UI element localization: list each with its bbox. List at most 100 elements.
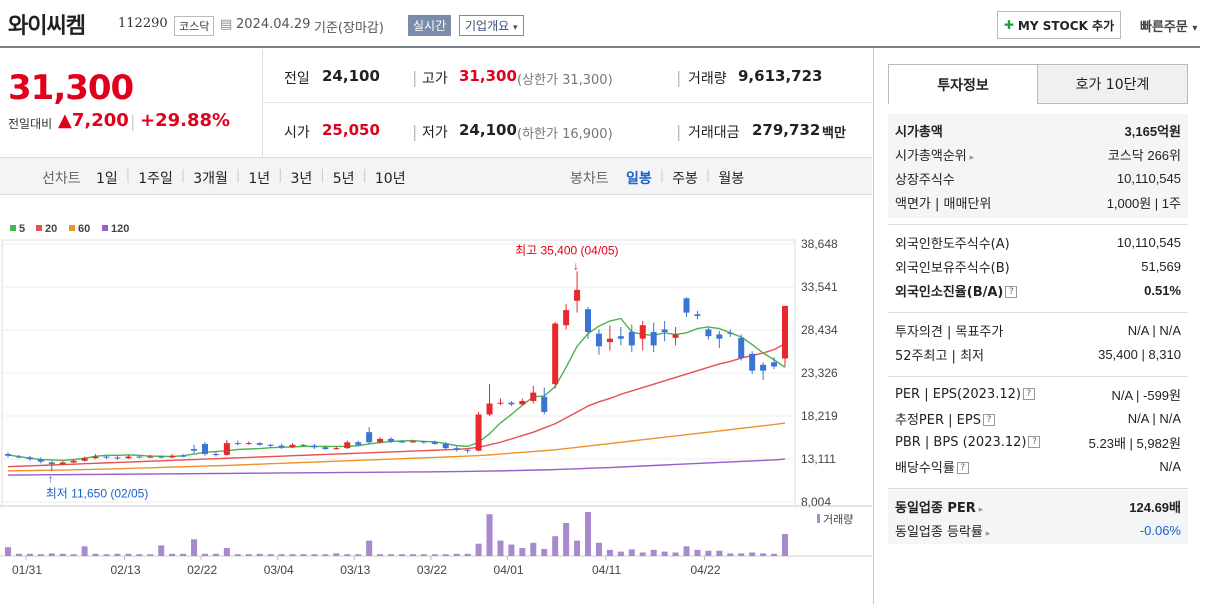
divider <box>888 488 1188 489</box>
divider: | <box>659 168 665 183</box>
candle <box>125 456 132 459</box>
candle <box>661 329 668 332</box>
info-label-text: PER | EPS(2023.12) <box>895 386 1021 402</box>
candle <box>4 454 12 456</box>
info-label[interactable]: 동일업종 PER ▸ <box>895 497 983 516</box>
calendar-icon: ▤ <box>220 17 233 32</box>
y-tick-label-1: 33,541 <box>801 280 838 294</box>
candle <box>26 457 33 460</box>
line-period-3[interactable]: 1년 <box>248 171 271 187</box>
section-background <box>888 114 1188 218</box>
realtime-button[interactable]: 실시간 <box>408 15 452 36</box>
info-row: PBR | BPS (2023.12)? 5.23배 | 5,982원 <box>895 430 1181 454</box>
tab-invest-info[interactable]: 투자정보 <box>888 64 1038 104</box>
x-tick-label-0: 01/31 <box>12 563 42 577</box>
info-value: N/A | -599원 <box>1111 387 1181 403</box>
help-icon[interactable]: ? <box>1005 286 1018 298</box>
info-label: PBR | BPS (2023.12)? <box>895 434 1041 450</box>
volume-bar <box>59 553 66 556</box>
plus-icon: ✚ <box>1003 18 1014 32</box>
volume-bar <box>103 554 110 556</box>
candle <box>289 444 296 448</box>
volume-bar <box>639 552 646 556</box>
divider <box>873 48 874 604</box>
line-period-5[interactable]: 5년 <box>332 171 355 187</box>
info-label-text: 동일업종 등락률 <box>895 524 983 540</box>
info-label-text: 액면가 | 매매단위 <box>895 196 992 212</box>
info-label-text: 외국인보유주식수(B) <box>895 260 1010 276</box>
info-row: 시가총액 3,165억원 <box>895 118 1181 142</box>
candle <box>628 331 635 346</box>
divider: | <box>180 168 186 183</box>
candle-period-2[interactable]: 월봉 <box>718 171 745 187</box>
help-icon[interactable]: ? <box>956 462 969 474</box>
candle <box>530 392 537 402</box>
volume-bar <box>70 554 77 556</box>
volume-bar <box>727 553 734 556</box>
help-icon[interactable]: ? <box>1028 436 1041 448</box>
volume-bar <box>705 550 712 556</box>
legend-swatch-1 <box>36 225 42 231</box>
help-icon[interactable]: ? <box>982 414 995 426</box>
candle <box>70 460 77 463</box>
volume-bar <box>760 553 767 556</box>
info-row: 52주최고 | 최저 35,400 | 8,310 <box>895 342 1181 366</box>
divider: | <box>705 168 711 183</box>
ma-line-20 <box>7 343 786 468</box>
divider: | <box>278 168 283 183</box>
candle <box>541 396 548 412</box>
info-label-text: 동일업종 PER <box>895 500 976 516</box>
open-value: 25,050 <box>322 121 380 139</box>
volume-bar <box>781 534 789 556</box>
info-value: 3,165억원 <box>1124 123 1181 139</box>
volume-bar <box>212 553 219 556</box>
candle <box>234 443 241 445</box>
info-value: 0.51% <box>1144 282 1181 298</box>
mystock-add-button[interactable]: ✚ MY STOCK 추가 <box>997 11 1121 39</box>
arrow-down-icon: ↓ <box>573 260 579 272</box>
info-label: 외국인소진율(B/A)? <box>895 281 1018 300</box>
company-info-label: 기업개요 <box>465 19 510 33</box>
ma-line-5 <box>7 317 786 462</box>
line-period-6[interactable]: 10년 <box>374 171 406 187</box>
info-label[interactable]: 동일업종 등락률 ▸ <box>895 521 990 540</box>
volume-bar <box>147 554 154 556</box>
help-icon[interactable]: ? <box>1022 388 1035 400</box>
volume-bar <box>191 539 198 556</box>
volume-bar <box>158 545 165 556</box>
candle <box>738 337 745 359</box>
volume-bar <box>180 553 187 556</box>
company-info-button[interactable]: 기업개요 ▾ <box>459 15 524 36</box>
info-value: N/A | N/A <box>1127 410 1181 426</box>
candle <box>366 432 373 443</box>
volume-bar <box>125 553 132 556</box>
info-label-text: PBR | BPS (2023.12) <box>895 434 1027 450</box>
candle <box>333 448 340 450</box>
candle <box>398 441 405 443</box>
volume-bar <box>694 549 701 556</box>
quick-order-label: 빠른주문 <box>1140 20 1188 35</box>
candle-period-1[interactable]: 주봉 <box>672 171 698 187</box>
volume-bar <box>771 553 778 556</box>
candle <box>212 454 219 456</box>
line-period-0[interactable]: 1일 <box>96 171 118 187</box>
volume-bar <box>595 542 602 556</box>
volume-bar <box>289 554 296 556</box>
quick-order-button[interactable]: 빠른주문 ▾ <box>1140 16 1197 35</box>
price-chart[interactable]: 5 20 60 120 38,648 33,541 28,434 23,326 18,219 13… <box>0 200 872 604</box>
line-period-2[interactable]: 3개월 <box>193 171 228 187</box>
line-period-4[interactable]: 3년 <box>290 171 313 187</box>
line-period-1[interactable]: 1주일 <box>138 171 173 187</box>
volume-bar <box>48 553 55 556</box>
info-label: 상장주식수 <box>895 169 955 188</box>
candle <box>595 333 602 347</box>
tab-hoga[interactable]: 호가 10단계 <box>1037 64 1188 104</box>
info-row: 배당수익률? N/A <box>895 454 1181 478</box>
candle-period-0[interactable]: 일봉 <box>626 171 652 187</box>
divider: | <box>412 122 418 141</box>
base-date: 2024.04.29 <box>236 17 311 32</box>
candle <box>464 449 471 451</box>
candle <box>388 438 395 442</box>
price-change: ▲7,200 <box>58 110 129 131</box>
info-label[interactable]: 시가총액순위 ▸ <box>895 145 974 164</box>
